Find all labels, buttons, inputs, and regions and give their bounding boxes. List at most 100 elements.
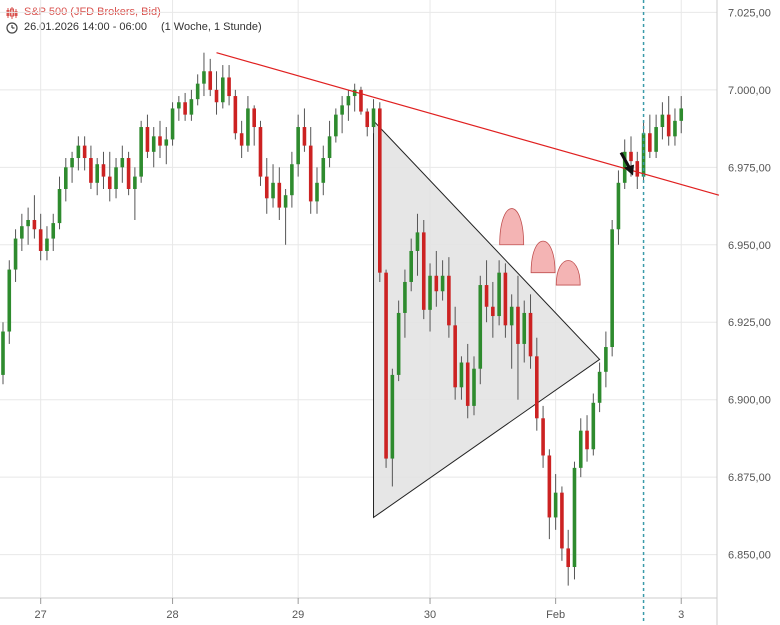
resistance-trendline <box>216 52 720 196</box>
candle-body <box>26 219 30 227</box>
candle-body <box>13 238 18 270</box>
candle-body <box>170 108 175 140</box>
head-shoulder-shape <box>499 208 525 246</box>
candle-body <box>271 182 275 199</box>
candle-body <box>359 89 363 112</box>
candle-body <box>566 548 570 568</box>
x-tick-label: 3 <box>678 609 684 621</box>
candle-body <box>346 96 351 106</box>
candle-body <box>189 99 194 115</box>
candle-body <box>38 229 43 251</box>
candle-body <box>522 312 527 344</box>
candle-body <box>258 127 263 177</box>
candle-body <box>503 272 508 326</box>
candle-body <box>547 455 552 518</box>
candle-body <box>214 89 219 103</box>
candle-body <box>340 105 344 115</box>
head-shoulder-shape <box>530 240 556 274</box>
candle-body <box>321 158 326 183</box>
time-row: 26.01.2026 14:00 - 06:00 (1 Woche, 1 Stu… <box>6 20 262 35</box>
candle-body <box>45 238 49 251</box>
candle-body <box>428 275 432 310</box>
candle-body <box>101 164 106 177</box>
candle-body <box>221 77 225 103</box>
candle-body <box>20 226 24 239</box>
candle-body <box>616 182 621 230</box>
head-shoulder-shape <box>555 260 581 286</box>
breakout-arrow-head <box>624 164 634 176</box>
candle-body <box>641 133 646 177</box>
candle-body <box>51 223 56 239</box>
candle-body <box>378 108 382 273</box>
x-tick-label: 30 <box>424 609 436 621</box>
candle-body <box>95 164 99 183</box>
candle-body <box>497 272 501 317</box>
candle-body <box>666 114 671 137</box>
candle-body <box>440 275 445 292</box>
x-tick-label: 28 <box>166 609 178 621</box>
candle-body <box>296 127 300 165</box>
candle-body <box>491 306 495 317</box>
candle-body <box>679 108 684 121</box>
candle-body <box>453 325 457 388</box>
candle-body <box>528 312 533 357</box>
candle-body <box>365 111 370 128</box>
y-tick-label: 7.000,00 <box>728 85 771 97</box>
clock-icon <box>6 21 18 34</box>
y-tick-label: 6.900,00 <box>728 395 771 407</box>
candle-body <box>277 182 282 208</box>
candle-body <box>352 89 357 97</box>
candle-body <box>654 127 658 152</box>
candle-body <box>585 430 589 450</box>
candle-body <box>7 269 12 332</box>
candle-body <box>648 133 652 152</box>
candle-body <box>516 306 520 344</box>
candle-body <box>421 232 426 310</box>
candle-body <box>591 402 596 450</box>
candle-body <box>673 120 677 137</box>
candle-body <box>126 158 131 190</box>
candle-body <box>290 164 294 196</box>
candle-body <box>195 83 200 100</box>
y-tick-label: 7.025,00 <box>728 7 771 19</box>
candle-body <box>177 102 181 109</box>
y-axis: 6.850,00 6.875,00 6.900,00 6.925,00 6.950,00… <box>728 7 771 561</box>
candle-body <box>334 114 338 137</box>
candle-body <box>635 161 640 177</box>
x-tick-label: 29 <box>292 609 304 621</box>
y-tick-label: 6.950,00 <box>728 240 771 252</box>
candle-body <box>114 167 118 190</box>
candle-body <box>553 492 558 518</box>
y-tick-label: 6.925,00 <box>728 317 771 329</box>
candle-body <box>434 275 439 292</box>
candle-body <box>604 347 608 372</box>
candle-body <box>465 362 470 406</box>
grid <box>0 0 718 625</box>
candles <box>1 52 684 586</box>
candle-body <box>246 108 250 146</box>
candle-body <box>227 77 231 97</box>
candle-body <box>597 371 602 403</box>
candle-body <box>151 136 156 152</box>
candle-body <box>478 285 483 369</box>
candle-body <box>76 145 81 159</box>
candle-body <box>660 114 665 128</box>
candle-body <box>447 275 451 326</box>
candle-body <box>396 312 401 375</box>
candle-body <box>133 176 137 190</box>
annotations <box>216 0 720 622</box>
candle-body <box>622 151 627 183</box>
candle-body <box>578 430 583 468</box>
candle-body <box>264 176 269 199</box>
candle-body <box>283 195 288 208</box>
candle-body <box>409 250 413 282</box>
candle-body <box>1 331 5 375</box>
candle-body <box>183 102 187 115</box>
candle-body <box>70 158 74 168</box>
candle-body <box>629 151 633 162</box>
datetime-range: 26.01.2026 14:00 - 06:00 <box>24 21 147 33</box>
y-tick-label: 6.850,00 <box>728 550 771 562</box>
candle-body <box>158 136 162 146</box>
candle-body <box>64 167 68 190</box>
